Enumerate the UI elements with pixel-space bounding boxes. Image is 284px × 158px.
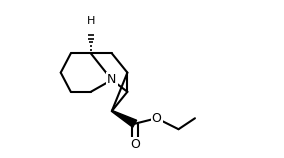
Text: O: O <box>152 112 162 125</box>
Text: N: N <box>107 73 116 86</box>
Text: O: O <box>130 138 140 151</box>
Text: H: H <box>87 16 95 27</box>
Polygon shape <box>112 110 137 127</box>
